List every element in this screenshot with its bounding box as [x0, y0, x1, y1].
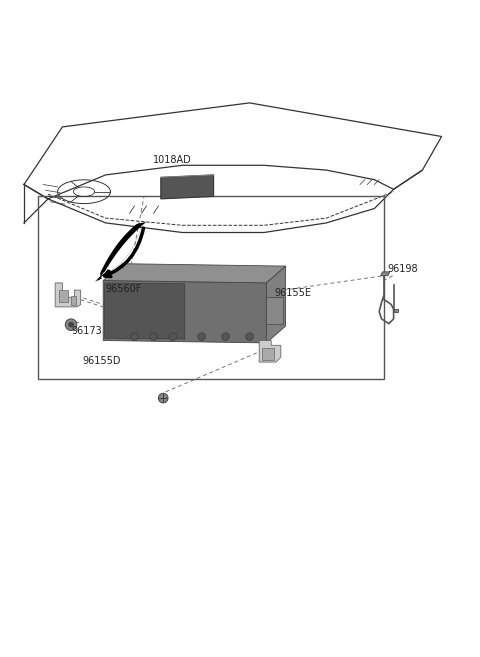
Polygon shape	[96, 272, 105, 281]
Text: 96560F: 96560F	[106, 284, 142, 294]
Text: 96173: 96173	[71, 326, 102, 336]
Circle shape	[150, 333, 157, 340]
Circle shape	[198, 333, 205, 340]
Bar	[262, 348, 274, 360]
Polygon shape	[381, 272, 390, 276]
Polygon shape	[55, 283, 81, 307]
Polygon shape	[266, 266, 286, 343]
Bar	[38, 196, 384, 379]
Circle shape	[169, 333, 177, 340]
Bar	[266, 298, 283, 324]
Polygon shape	[94, 273, 107, 283]
Polygon shape	[259, 340, 281, 362]
Bar	[71, 296, 76, 304]
Bar	[59, 290, 68, 302]
Circle shape	[246, 333, 253, 340]
Circle shape	[65, 319, 77, 330]
Circle shape	[222, 333, 229, 340]
Polygon shape	[103, 281, 266, 343]
Circle shape	[131, 333, 138, 340]
Polygon shape	[100, 222, 146, 274]
Polygon shape	[103, 263, 286, 283]
Circle shape	[69, 323, 73, 327]
Text: 96155D: 96155D	[83, 356, 121, 366]
Polygon shape	[161, 175, 214, 199]
Text: 1018AD: 1018AD	[154, 155, 192, 165]
Circle shape	[158, 394, 168, 403]
Polygon shape	[105, 283, 185, 339]
Text: 96155E: 96155E	[275, 288, 312, 298]
Text: 96198: 96198	[388, 263, 419, 273]
Polygon shape	[394, 309, 398, 311]
